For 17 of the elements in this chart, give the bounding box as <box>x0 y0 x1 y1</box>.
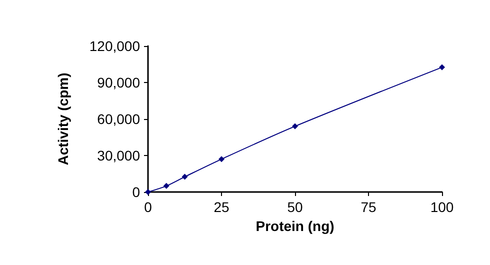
x-tick-label: 50 <box>287 199 303 215</box>
y-axis-title: Activity (cpm) <box>55 72 71 166</box>
x-tick-label: 25 <box>214 199 230 215</box>
y-tick-label: 60,000 <box>97 111 140 127</box>
y-tick-label: 120,000 <box>89 38 140 54</box>
point <box>163 182 170 189</box>
y-tick-label: 30,000 <box>97 148 140 164</box>
x-tick-label: 75 <box>360 199 376 215</box>
point <box>182 174 188 180</box>
y-tick-label: 0 <box>132 184 140 200</box>
x-tick-label: 100 <box>430 199 454 215</box>
x-axis-title: Protein (ng) <box>256 218 334 234</box>
point <box>218 156 224 162</box>
point <box>439 64 445 70</box>
y-tick-label: 90,000 <box>97 74 140 90</box>
point <box>292 123 298 130</box>
x-tick-label: 0 <box>144 199 152 215</box>
